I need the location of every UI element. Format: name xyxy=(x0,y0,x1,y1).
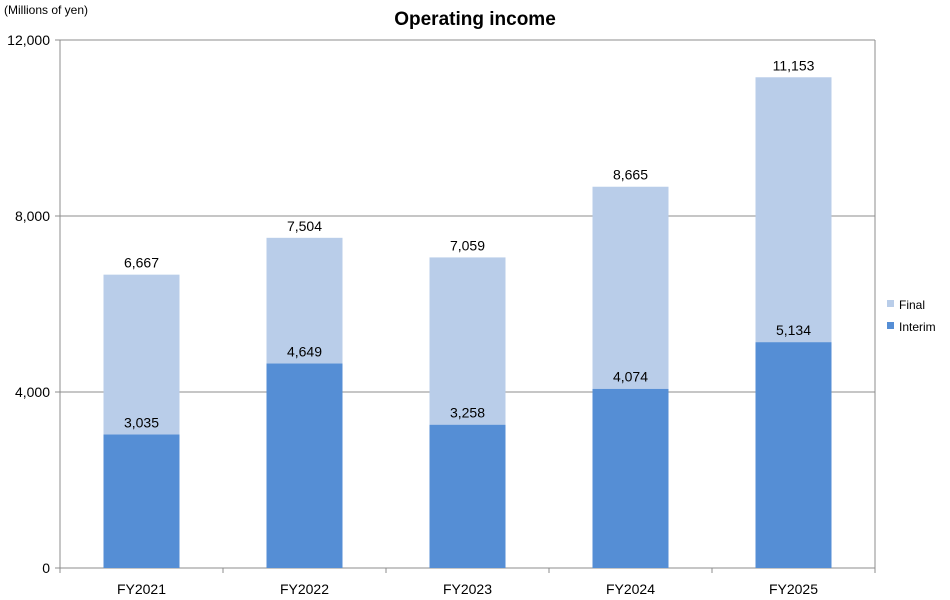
y-tick-label: 8,000 xyxy=(15,208,50,224)
legend-swatch-interim xyxy=(887,322,894,329)
x-tick-label: FY2022 xyxy=(280,581,329,597)
bar-final-fy2023 xyxy=(429,257,506,425)
bar-interim-fy2021 xyxy=(103,434,180,568)
data-label-interim: 3,258 xyxy=(450,405,485,421)
data-labels: 3,035 6,667 4,649 7,504 3,258 7,059 4,074 8,665… xyxy=(124,57,815,430)
x-tick-label: FY2021 xyxy=(117,581,166,597)
data-label-interim: 5,134 xyxy=(776,322,811,338)
y-tick-label: 0 xyxy=(42,560,50,576)
data-label-interim: 4,649 xyxy=(287,343,322,359)
y-tick-label: 4,000 xyxy=(15,384,50,400)
x-tick-label: FY2024 xyxy=(606,581,655,597)
chart-title: Operating income xyxy=(394,9,556,30)
bar-final-fy2025 xyxy=(755,77,832,343)
data-label-total: 7,059 xyxy=(450,237,485,253)
data-label-total: 6,667 xyxy=(124,255,159,271)
legend-label-final: Final xyxy=(899,298,925,312)
legend-swatch-final xyxy=(887,300,894,307)
data-label-interim: 4,074 xyxy=(613,369,648,385)
x-tick-label: FY2025 xyxy=(769,581,818,597)
bar-final-fy2024 xyxy=(592,186,669,389)
bar-interim-fy2022 xyxy=(266,363,343,568)
y-tick-label: 12,000 xyxy=(7,32,50,48)
data-label-total: 7,504 xyxy=(287,218,322,234)
bar-final-fy2021 xyxy=(103,274,180,435)
data-label-total: 8,665 xyxy=(613,167,648,183)
legend-label-interim: Interim xyxy=(899,320,936,334)
data-label-total: 11,153 xyxy=(773,57,815,73)
bar-interim-fy2023 xyxy=(429,424,506,568)
bar-final-fy2022 xyxy=(266,237,343,364)
bars xyxy=(103,77,832,568)
bar-interim-fy2025 xyxy=(755,342,832,568)
bar-interim-fy2024 xyxy=(592,388,669,568)
legend: Final Interim xyxy=(887,298,936,334)
unit-label: (Millions of yen) xyxy=(4,3,89,17)
data-label-interim: 3,035 xyxy=(124,414,159,430)
x-tick-label: FY2023 xyxy=(443,581,492,597)
